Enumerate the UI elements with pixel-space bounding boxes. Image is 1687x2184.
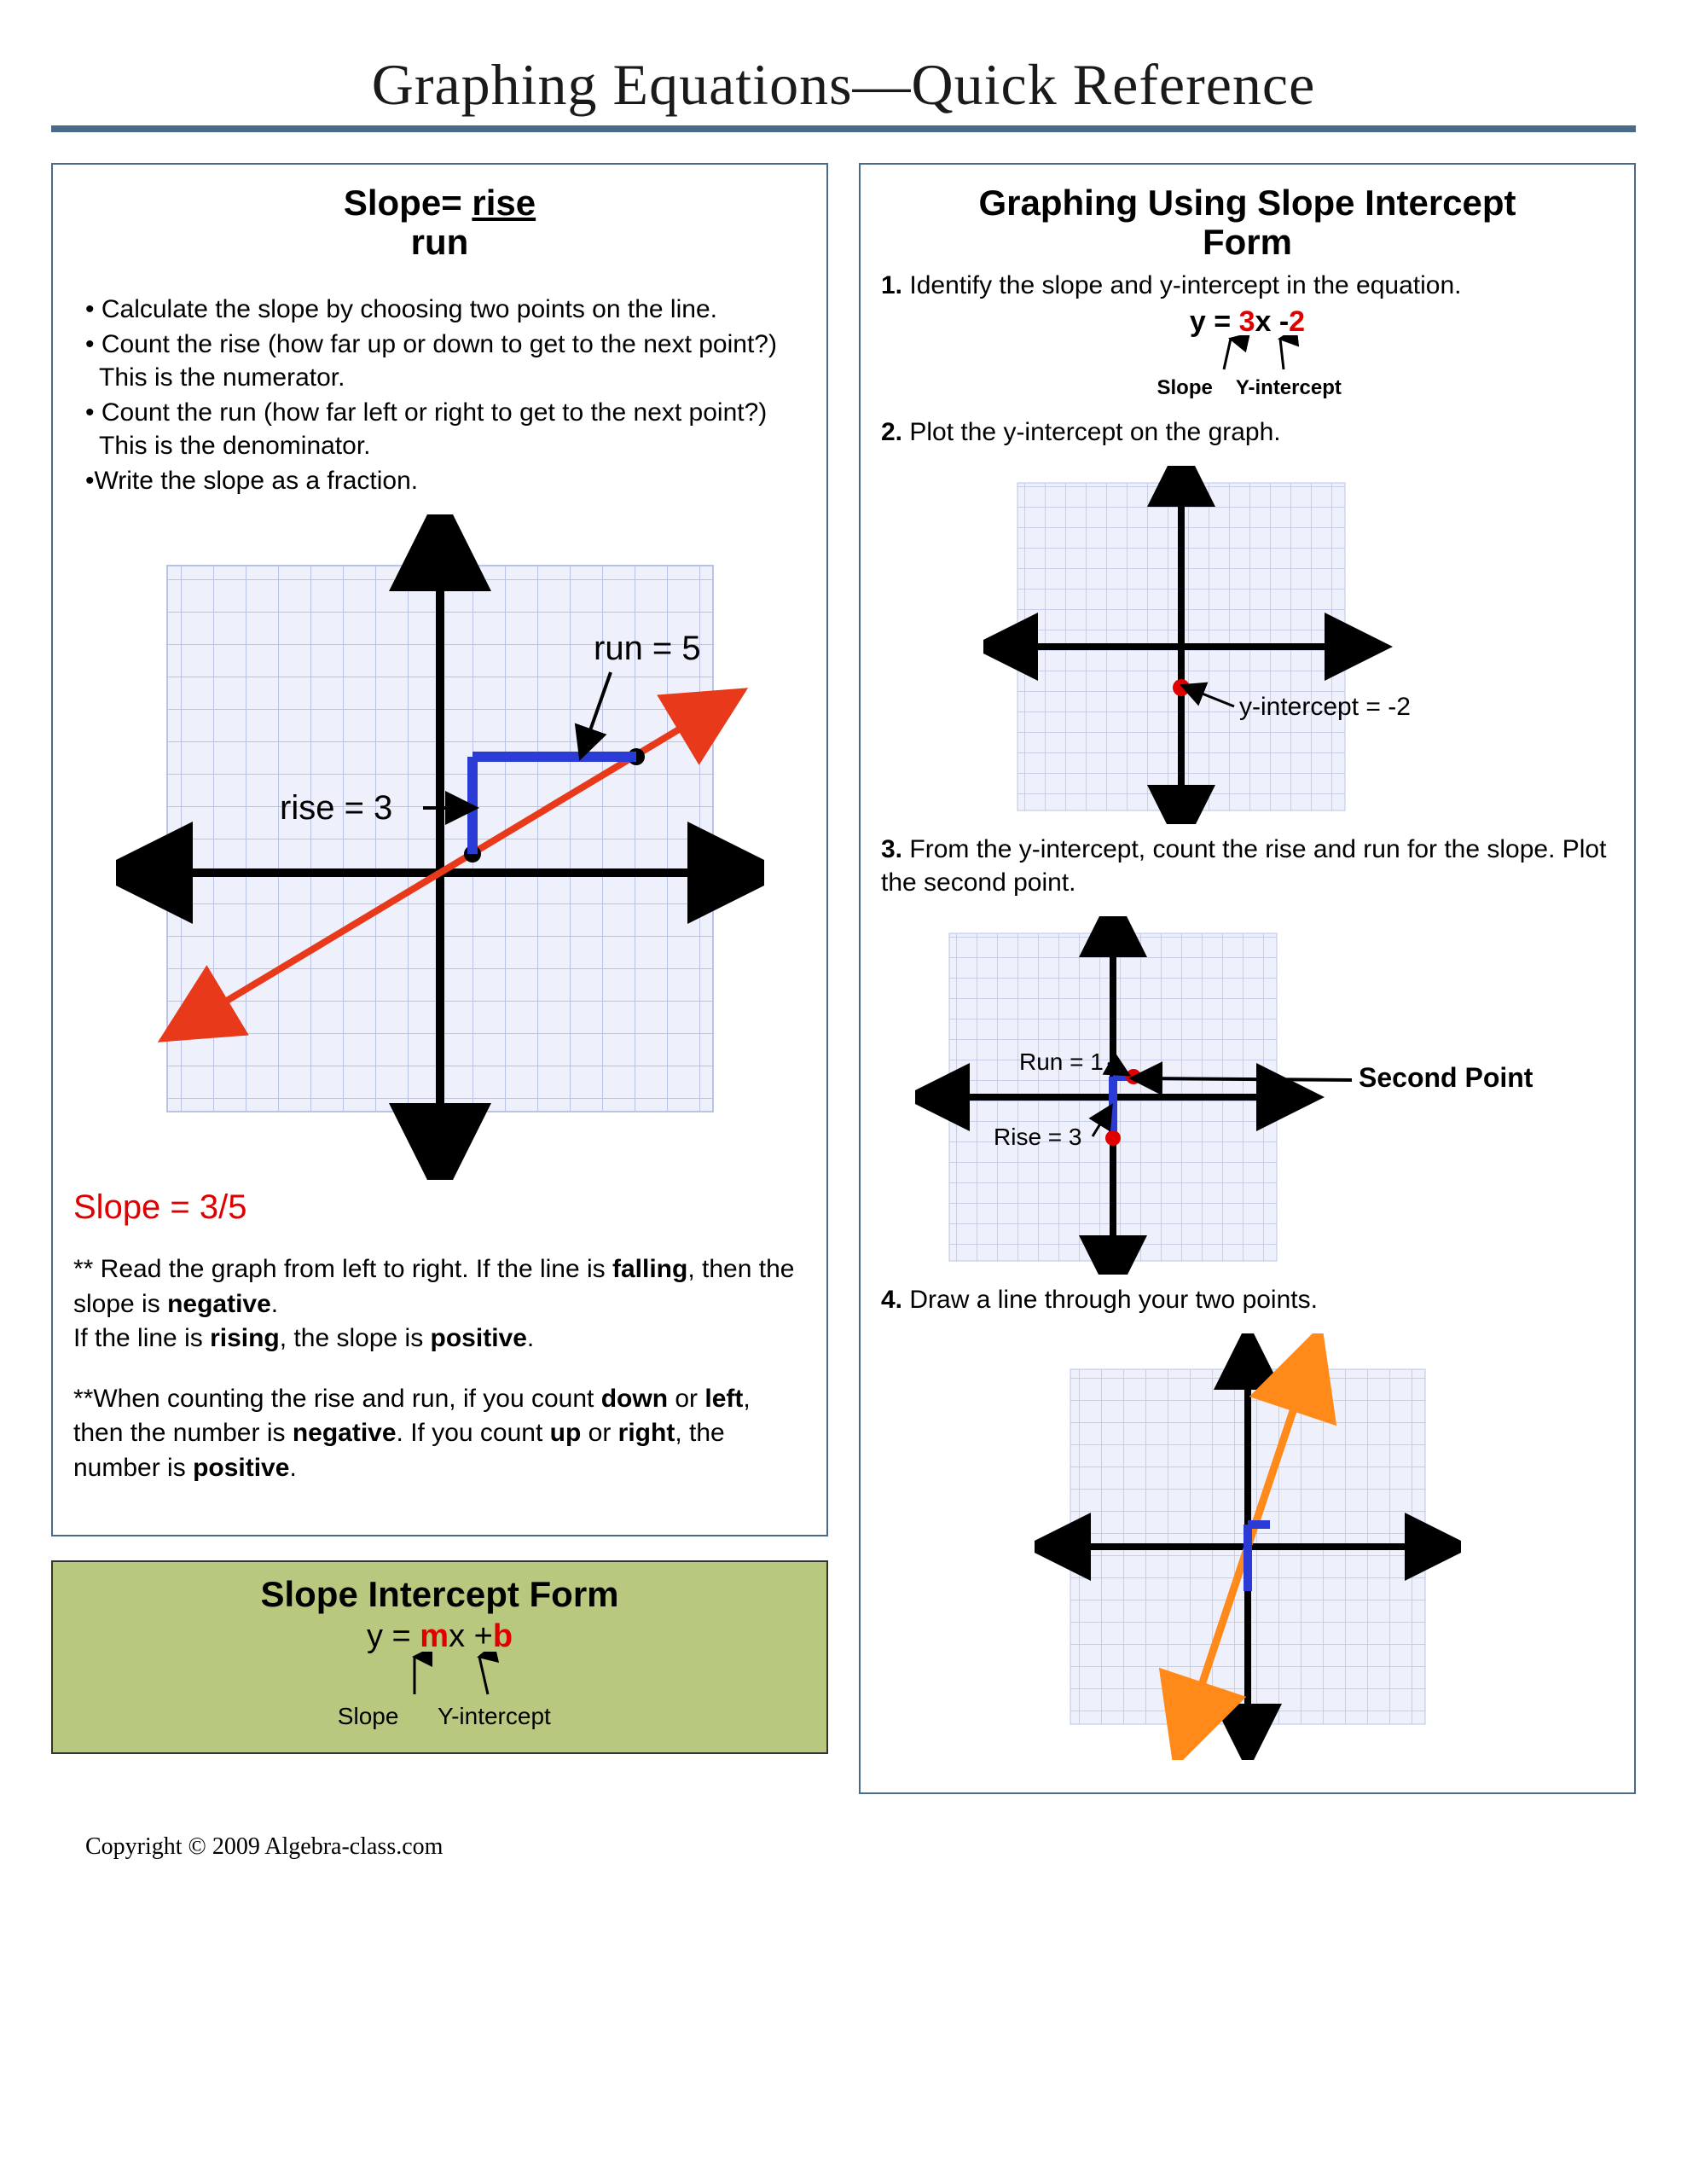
step-2: 2. Plot the y-intercept on the graph.	[881, 415, 1614, 449]
bullet: • Count the run (how far left or right t…	[73, 396, 806, 462]
slope-bullets: • Calculate the slope by choosing two po…	[73, 293, 806, 497]
right-column: Graphing Using Slope Intercept Form 1. I…	[859, 163, 1636, 1794]
sif-labels: Slope Y-intercept	[68, 1703, 811, 1730]
page-title: Graphing Equations—Quick Reference	[51, 51, 1636, 119]
bullet: • Count the rise (how far up or down to …	[73, 328, 806, 394]
slope-title-text: Slope=	[344, 183, 472, 223]
run-label: Run = 1	[1019, 1048, 1104, 1075]
note: ** Read the graph from left to right. If…	[73, 1252, 806, 1356]
slope-title: Slope= rise run	[73, 183, 806, 262]
slope-box: Slope= rise run • Calculate the slope by…	[51, 163, 828, 1536]
graphing-title: Graphing Using Slope Intercept Form	[881, 183, 1614, 262]
step-3: 3. From the y-intercept, count the rise …	[881, 833, 1614, 899]
slope-notes: ** Read the graph from left to right. If…	[73, 1252, 806, 1485]
rule	[51, 125, 1636, 132]
bullet: • Calculate the slope by choosing two po…	[73, 293, 806, 326]
run-label: run = 5	[594, 630, 701, 667]
step-1: 1. Identify the slope and y-intercept in…	[881, 269, 1614, 302]
columns: Slope= rise run • Calculate the slope by…	[51, 163, 1636, 1794]
sif-equation: y = mx +b	[68, 1618, 811, 1655]
step-4: 4. Draw a line through your two points.	[881, 1283, 1614, 1316]
step2-figure: y-intercept = -2	[983, 466, 1512, 824]
yint-label: y-intercept = -2	[1239, 693, 1411, 721]
rise-label: Rise = 3	[994, 1124, 1082, 1150]
bullet: •Write the slope as a fraction.	[73, 464, 806, 497]
copyright: Copyright © 2009 Algebra-class.com	[85, 1833, 1636, 1861]
slope-title-rise: rise	[472, 183, 536, 223]
step3-figure: Run = 1 Rise = 3 Second Point	[915, 916, 1580, 1275]
sif-arrows	[329, 1652, 551, 1703]
slope-figure: run = 5 rise = 3	[116, 514, 764, 1180]
second-point-label: Second Point	[1359, 1062, 1533, 1093]
left-column: Slope= rise run • Calculate the slope by…	[51, 163, 828, 1794]
slope-title-run: run	[411, 222, 469, 262]
step4-figure	[1035, 1333, 1461, 1760]
step1-arrows	[1154, 335, 1342, 376]
sif-title: Slope Intercept Form	[68, 1574, 811, 1615]
note: **When counting the rise and run, if you…	[73, 1382, 806, 1486]
step1-equation: y = 3x -2 Slope Y-intercept	[881, 305, 1614, 400]
slope-result: Slope = 3/5	[73, 1188, 806, 1227]
rise-label: rise = 3	[280, 789, 392, 827]
graphing-box: Graphing Using Slope Intercept Form 1. I…	[859, 163, 1636, 1794]
sif-box: Slope Intercept Form y = mx +b Slope Y-i…	[51, 1560, 828, 1754]
